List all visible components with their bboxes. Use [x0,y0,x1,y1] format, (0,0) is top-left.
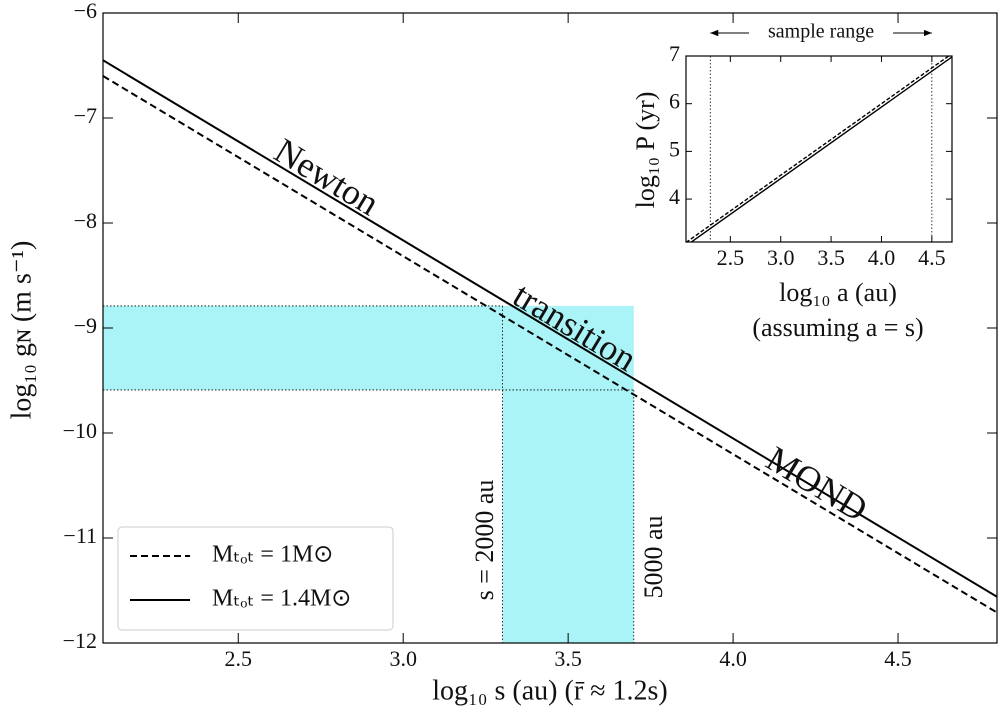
x-tick-label: 3.5 [817,245,845,270]
x-tick-label: 3.5 [554,646,582,671]
x-tick-label: 2.5 [717,245,745,270]
y-tick-label: 7 [669,41,680,66]
y-axis-label: log₁₀ P (yr) [631,92,660,209]
plot-content [103,59,997,643]
x-axis-subtitle: (assuming a = s) [752,313,923,342]
x-tick-label: 4.5 [884,646,912,671]
y-tick-label: −6 [74,0,97,23]
y-tick-label: −8 [74,208,97,233]
x-axis-label: log₁₀ a (au) [779,278,897,307]
annotation: s = 2000 au [470,480,499,601]
y-tick-label: 5 [669,136,680,161]
y-tick-label: −12 [63,628,97,653]
x-tick-label: 2.5 [225,646,253,671]
legend-label: Mₜₒₜ = 1.4M⊙ [212,586,351,612]
band-horizontal [103,305,503,390]
x-axis-label: log₁₀ s (au) (r̄ ≈ 1.2s) [432,675,668,706]
legend-label: Mₜₒₜ = 1M⊙ [212,542,333,568]
y-axis-label: log₁₀ gɴ (m s⁻¹) [6,241,37,420]
x-tick-label: 4.0 [868,245,896,270]
y-tick-label: −9 [74,313,97,338]
series-line [103,59,997,598]
inset-plot: 2.5 3.0 3.5 4.0 4.5 4 5 6 7 log₁₀ a (au) (assuming… [631,21,953,342]
x-tick-label: 3.0 [389,646,417,671]
legend-box [117,526,394,631]
plot-frame [685,55,953,243]
y-tick-label: −10 [63,418,97,443]
x-tick-label: 4.0 [719,646,747,671]
plot-content [686,56,952,242]
y-tick-label: 6 [669,89,680,114]
series-line [686,56,950,242]
series-line [690,56,952,242]
y-tick-label: 4 [669,184,680,209]
y-tick-label: −7 [74,103,97,128]
range-label: sample range [768,21,874,43]
annotation: 5000 au [639,515,668,598]
y-tick-label: −11 [63,523,97,548]
series-line [103,75,997,614]
band-vertical [502,305,634,643]
x-tick-label: 3.0 [767,245,795,270]
x-tick-label: 4.5 [918,245,946,270]
